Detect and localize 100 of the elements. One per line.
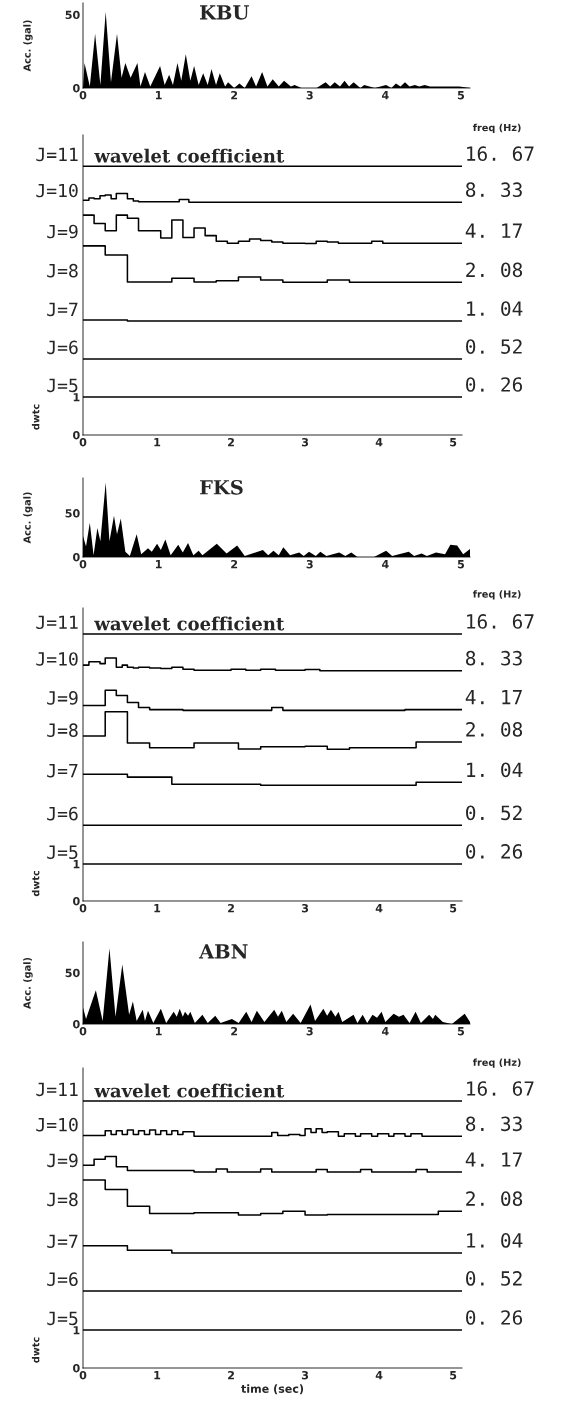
y-tick-label: 1: [73, 393, 80, 402]
text: 2. 08: [466, 262, 523, 278]
x-tick-label: 1: [154, 904, 161, 913]
x-tick-label: 2: [231, 1026, 238, 1036]
chart-title: ABN: [198, 944, 248, 959]
x-tick-label: 3: [301, 437, 309, 447]
y-axis-title: Acc. (gal): [23, 20, 33, 72]
x-tick-label: 5: [457, 1027, 465, 1036]
x-tick-label: 3: [301, 1370, 309, 1380]
y-axis-title: dwtc: [31, 404, 40, 430]
chart-title: wavelet coefficient: [94, 616, 285, 631]
series-label: J=7: [47, 302, 78, 317]
y-tick-label: 0: [73, 552, 80, 562]
y-tick-label: 0: [73, 83, 80, 93]
text: 8. 33: [466, 650, 522, 666]
x-tick-label: 3: [306, 90, 313, 100]
x-tick-label: 4: [381, 91, 389, 100]
y-tick-label: 1: [73, 860, 80, 869]
text: 4. 17: [465, 1152, 522, 1167]
x-tick-label: 2: [228, 437, 234, 447]
x-tick-label: 4: [381, 1027, 389, 1036]
text: 0. 52: [466, 805, 522, 821]
y-tick-label: 0: [73, 430, 80, 440]
x-tick-label: 3: [301, 903, 309, 913]
series-label: J=7: [47, 764, 78, 778]
series-label: J=9: [47, 691, 78, 705]
text: 1. 04: [467, 1233, 523, 1248]
series-label: J=6: [47, 1272, 78, 1287]
text: 1. 04: [467, 762, 523, 778]
text: 0. 26: [466, 1310, 523, 1325]
x-tick-label: 5: [450, 1371, 457, 1380]
y-axis-title: dwtc: [31, 1337, 40, 1363]
y-tick-label: 0: [73, 896, 80, 906]
text: 2. 08: [466, 1191, 523, 1207]
y-tick-label: 50: [65, 968, 80, 978]
x-axis-title: time (sec): [241, 1384, 304, 1395]
x-axis-title: freq (Hz): [472, 123, 521, 134]
series-label: J=9: [47, 224, 78, 239]
series-label: J=5: [47, 845, 78, 860]
x-tick-label: 5: [450, 904, 457, 913]
series-label: J=8: [47, 263, 78, 278]
x-tick-label: 1: [154, 1371, 161, 1380]
y-tick-label: 1: [73, 1326, 80, 1335]
text: 8. 33: [466, 182, 522, 198]
x-tick-label: 2: [231, 559, 238, 569]
series-label: J=5: [47, 1311, 78, 1326]
text: 0. 52: [466, 339, 522, 354]
text: 1. 04: [467, 301, 523, 316]
series-label: J=7: [47, 1234, 78, 1249]
x-tick-label: 2: [228, 903, 234, 913]
y-tick-label: 50: [65, 509, 80, 518]
x-tick-label: 3: [306, 1026, 313, 1036]
x-tick-label: 1: [155, 560, 162, 569]
text: 0. 52: [466, 1271, 522, 1286]
chart-title: KBU: [200, 5, 249, 20]
series-label: J=10: [36, 652, 78, 666]
series-label: J=5: [47, 378, 78, 393]
x-tick-label: 4: [375, 438, 383, 447]
series-label: J=9: [47, 1153, 78, 1168]
y-axis-title: Acc. (gal): [23, 957, 33, 1009]
text: 16. 67: [467, 614, 534, 629]
x-axis-title: freq (Hz): [472, 1058, 521, 1068]
series-label: J=10: [36, 183, 78, 198]
y-axis-title: dwtc: [31, 870, 40, 897]
x-tick-label: 1: [155, 1027, 162, 1036]
x-tick-label: 2: [228, 1370, 234, 1380]
text: 8. 33: [466, 1116, 522, 1132]
y-axis-title: Acc. (gal): [23, 492, 33, 544]
x-tick-label: 5: [457, 91, 465, 100]
series-label: J=6: [47, 806, 78, 821]
x-tick-label: 3: [306, 559, 313, 569]
x-tick-label: 1: [155, 91, 162, 100]
x-tick-label: 2: [231, 90, 238, 100]
x-tick-label: 1: [154, 438, 161, 447]
x-tick-label: 5: [457, 560, 465, 569]
x-tick-label: 4: [375, 1371, 383, 1380]
text: 16. 67: [467, 1081, 534, 1096]
x-tick-label: 5: [450, 438, 457, 447]
series-label: J=11: [36, 615, 78, 630]
text: wavelet coefficient: [94, 148, 285, 163]
chart-title: FKS: [200, 479, 243, 495]
x-tick-label: 4: [381, 560, 389, 569]
text: 0. 26: [466, 844, 523, 859]
y-tick-label: 0: [73, 1019, 80, 1029]
x-axis-title: freq (Hz): [472, 590, 521, 600]
series-label: J=10: [36, 1117, 78, 1132]
y-tick-label: 50: [65, 10, 80, 20]
text: 4. 17: [465, 223, 522, 238]
text: 4. 17: [465, 690, 522, 705]
series-label: J=8: [47, 723, 78, 737]
series-label: J=6: [47, 340, 78, 355]
text: 16. 67: [467, 146, 534, 161]
text: 2. 08: [466, 722, 523, 737]
text: wavelet coefficient: [94, 1083, 285, 1098]
series-label: J=11: [36, 1082, 78, 1097]
x-tick-label: 4: [375, 904, 383, 913]
text: 0. 26: [466, 377, 523, 392]
y-tick-label: 0: [73, 1363, 80, 1373]
series-label: J=8: [47, 1192, 78, 1207]
series-label: J=11: [36, 147, 78, 162]
